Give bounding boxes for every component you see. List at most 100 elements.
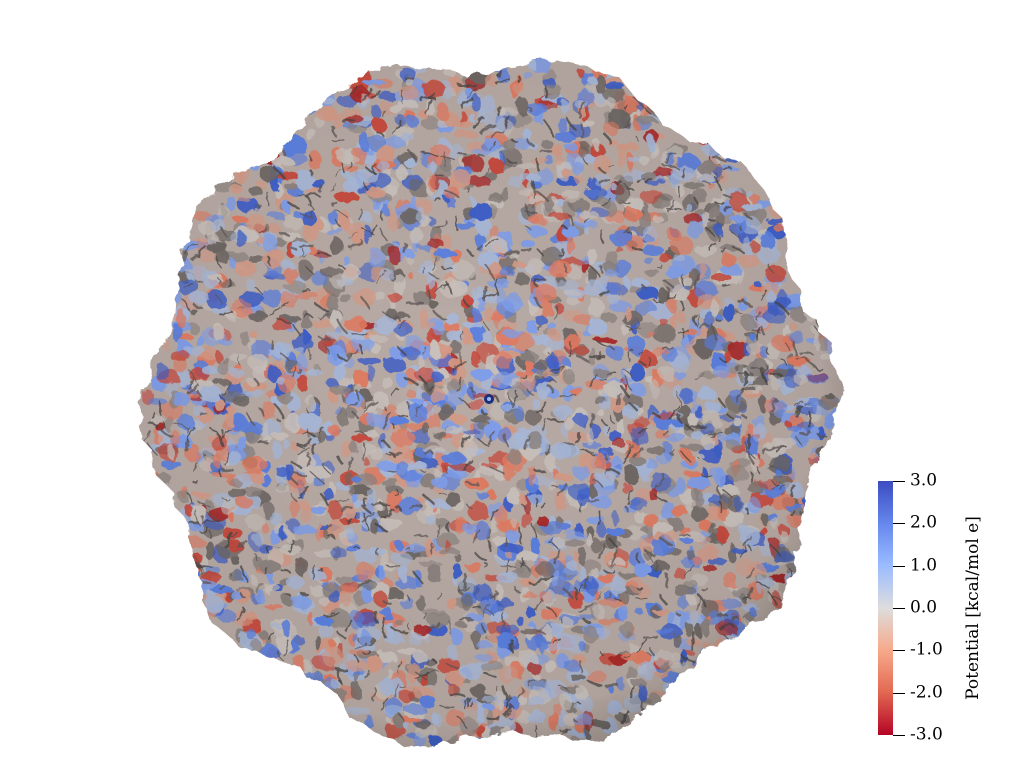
surface-patch [816, 297, 829, 308]
surface-patch [163, 504, 175, 518]
surface-patch [828, 445, 839, 462]
surface-patch [434, 59, 443, 68]
surface-patch [154, 490, 168, 503]
surface-patch [821, 461, 835, 478]
surface-patch [730, 639, 751, 652]
surface-patch [728, 640, 745, 650]
surface-patch [262, 129, 273, 141]
surface-patch [810, 494, 821, 509]
surface-patch [487, 746, 510, 749]
colorbar-tick-mark [893, 693, 905, 694]
surface-patch [665, 97, 678, 117]
colorbar-title: Potential [kcal/mol e] [963, 516, 983, 700]
surface-patch [508, 736, 529, 748]
colorbar-tick-label: -2.0 [910, 682, 943, 703]
colorbar-tick-label: 2.0 [910, 512, 938, 533]
surface-patch [153, 500, 175, 516]
surface-patch [472, 737, 489, 749]
surface-patch [269, 658, 277, 676]
surface-patch [820, 452, 836, 462]
surface-patch [258, 127, 278, 147]
surface-patch [301, 687, 325, 695]
surface-patch [178, 533, 186, 542]
surface-patch [469, 739, 492, 749]
surface-patch [512, 739, 532, 749]
surface-patch [180, 558, 188, 574]
surface-patch [290, 673, 300, 680]
surface-patch [265, 134, 282, 152]
colorbar-tick-mark [893, 650, 905, 651]
surface-patch [146, 492, 169, 503]
surface-crevice [638, 713, 655, 716]
surface-crevice [794, 254, 804, 258]
surface-patch [506, 59, 523, 67]
surface-patch [269, 128, 294, 138]
surface-patch [668, 109, 677, 117]
surface-patch [269, 130, 282, 149]
surface-patch [660, 110, 684, 118]
surface-patch [711, 132, 729, 149]
colorbar-gradient [878, 481, 893, 735]
surface-patch [467, 736, 484, 749]
surface-patch [481, 744, 500, 749]
surface-crevice [160, 326, 167, 335]
surface-patch [818, 308, 833, 324]
colorbar-tick-label: 0.0 [910, 597, 938, 618]
surface-patch [811, 306, 833, 314]
surface-patch [466, 59, 480, 70]
surface-patch [663, 99, 673, 118]
surface-patch [179, 552, 190, 571]
surface-patch [800, 286, 811, 301]
surface-crevice [651, 101, 658, 113]
surface-patch [807, 306, 826, 318]
colorbar-tick-mark [893, 566, 905, 567]
surface-crevice [665, 117, 672, 127]
surface-patch [492, 59, 508, 68]
surface-patch [149, 505, 171, 519]
colorbar-tick-mark [893, 735, 905, 736]
colorbar-tick-label: 1.0 [910, 555, 938, 576]
surface-patch [470, 59, 483, 68]
surface-patch [147, 295, 165, 311]
surface-patch [175, 530, 183, 549]
surface-patch [344, 718, 351, 727]
surface-patch [157, 274, 181, 289]
surface-patch [691, 129, 715, 140]
colorbar-tick-label: 3.0 [910, 470, 938, 491]
colorbar-tick-mark [893, 523, 905, 524]
surface-crevice [320, 697, 324, 709]
surface-crevice [165, 325, 170, 331]
surface-patch [159, 511, 182, 523]
surface-patch [259, 657, 273, 669]
surface-patch [537, 738, 560, 749]
surface-crevice [702, 132, 709, 144]
surface-patch [670, 101, 682, 120]
surface-patch [157, 518, 178, 527]
surface-patch [467, 59, 478, 65]
surface-patch [261, 133, 281, 151]
surface-patch [176, 545, 185, 553]
surface-patch [793, 254, 804, 265]
surface-crevice [169, 488, 173, 499]
surface-patch [293, 679, 309, 694]
surface-patch [811, 504, 831, 512]
surface-crevice [509, 737, 514, 744]
surface-patch [529, 739, 547, 749]
surface-crevice [698, 130, 709, 135]
surface-patch [322, 690, 334, 702]
surface-patch [802, 494, 825, 514]
surface-patch [174, 543, 181, 560]
colorbar-tick-label: -1.0 [910, 639, 943, 660]
colorbar-tick-label: -3.0 [910, 724, 943, 745]
surface-crevice [696, 669, 704, 681]
surface-patch [307, 681, 316, 693]
colorbar-tick-mark [893, 481, 905, 482]
surface-patch [512, 739, 530, 749]
surface-patch [165, 512, 179, 525]
surface-patch [270, 663, 281, 671]
surface-patch [715, 653, 728, 673]
surface-patch [138, 334, 157, 354]
surface-patch [713, 642, 733, 652]
surface-patch [818, 476, 829, 488]
